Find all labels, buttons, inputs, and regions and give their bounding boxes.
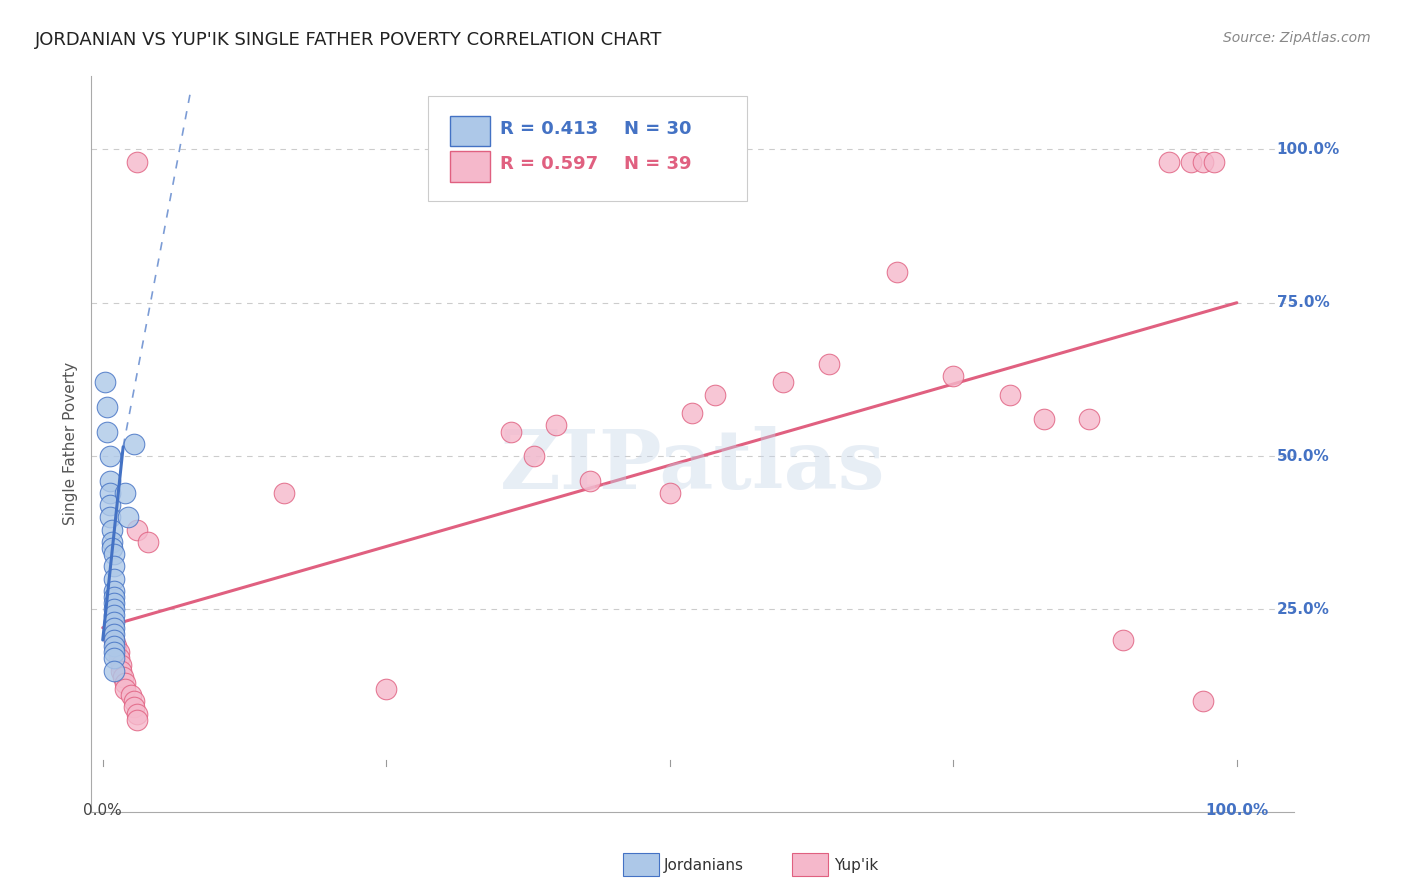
Point: [103, 547, 125, 561]
FancyBboxPatch shape: [450, 151, 491, 182]
Point: [375, 681, 398, 696]
Point: [103, 572, 125, 586]
Text: N = 39: N = 39: [624, 155, 692, 173]
Text: JORDANIAN VS YUP'IK SINGLE FATHER POVERTY CORRELATION CHART: JORDANIAN VS YUP'IK SINGLE FATHER POVERT…: [35, 31, 662, 49]
Point: [125, 706, 148, 721]
Text: 100.0%: 100.0%: [1277, 142, 1340, 157]
Point: [273, 485, 295, 500]
Point: [101, 541, 124, 555]
FancyBboxPatch shape: [450, 116, 491, 146]
Point: [98, 510, 121, 524]
Point: [124, 694, 146, 708]
Point: [103, 627, 125, 641]
FancyBboxPatch shape: [427, 96, 747, 201]
Point: [942, 369, 965, 384]
Point: [125, 713, 148, 727]
Point: [110, 664, 132, 678]
Point: [101, 535, 124, 549]
Point: [125, 523, 148, 537]
Point: [1191, 154, 1213, 169]
Text: 100.0%: 100.0%: [1205, 803, 1268, 818]
Point: [681, 406, 703, 420]
Point: [124, 700, 146, 714]
Point: [124, 437, 146, 451]
Text: R = 0.413: R = 0.413: [501, 120, 598, 137]
Text: R = 0.597: R = 0.597: [501, 155, 598, 173]
Point: [1180, 154, 1202, 169]
Point: [136, 535, 159, 549]
Point: [101, 523, 124, 537]
Text: 25.0%: 25.0%: [1277, 602, 1330, 617]
Point: [546, 418, 568, 433]
Point: [579, 474, 602, 488]
Point: [120, 688, 142, 702]
Point: [1078, 412, 1101, 426]
Point: [112, 670, 135, 684]
Point: [114, 676, 136, 690]
Point: [998, 387, 1021, 401]
Point: [1112, 633, 1135, 648]
Text: Jordanians: Jordanians: [664, 858, 744, 872]
Text: Source: ZipAtlas.com: Source: ZipAtlas.com: [1223, 31, 1371, 45]
Point: [1191, 694, 1213, 708]
Point: [114, 485, 136, 500]
Point: [107, 651, 129, 665]
Point: [103, 608, 125, 623]
Point: [94, 376, 117, 390]
Point: [98, 474, 121, 488]
Point: [1204, 154, 1226, 169]
Point: [98, 485, 121, 500]
Point: [103, 639, 125, 653]
Point: [105, 639, 128, 653]
Point: [499, 425, 522, 439]
Point: [704, 387, 727, 401]
Point: [103, 664, 125, 678]
Point: [103, 651, 125, 665]
Point: [125, 154, 148, 169]
Point: [886, 265, 908, 279]
Point: [117, 510, 139, 524]
Y-axis label: Single Father Poverty: Single Father Poverty: [62, 362, 77, 525]
Point: [103, 596, 125, 610]
Point: [107, 645, 129, 659]
Point: [103, 633, 125, 648]
Point: [98, 449, 121, 463]
Point: [103, 559, 125, 574]
Point: [1157, 154, 1180, 169]
Point: [110, 657, 132, 672]
Point: [103, 645, 125, 659]
Point: [96, 425, 118, 439]
Point: [103, 602, 125, 616]
Point: [114, 681, 136, 696]
Point: [817, 357, 839, 371]
Point: [103, 615, 125, 629]
Text: 50.0%: 50.0%: [1277, 449, 1329, 464]
Text: ZIPatlas: ZIPatlas: [499, 425, 886, 506]
Text: Yup'ik: Yup'ik: [834, 858, 877, 872]
Point: [103, 590, 125, 604]
Point: [103, 621, 125, 635]
Point: [98, 498, 121, 512]
Text: N = 30: N = 30: [624, 120, 692, 137]
Text: 0.0%: 0.0%: [83, 803, 122, 818]
Point: [103, 584, 125, 599]
Text: 75.0%: 75.0%: [1277, 295, 1329, 310]
Point: [103, 633, 125, 648]
Point: [523, 449, 546, 463]
Point: [658, 485, 681, 500]
Point: [1033, 412, 1056, 426]
Point: [772, 376, 794, 390]
Point: [96, 400, 118, 414]
